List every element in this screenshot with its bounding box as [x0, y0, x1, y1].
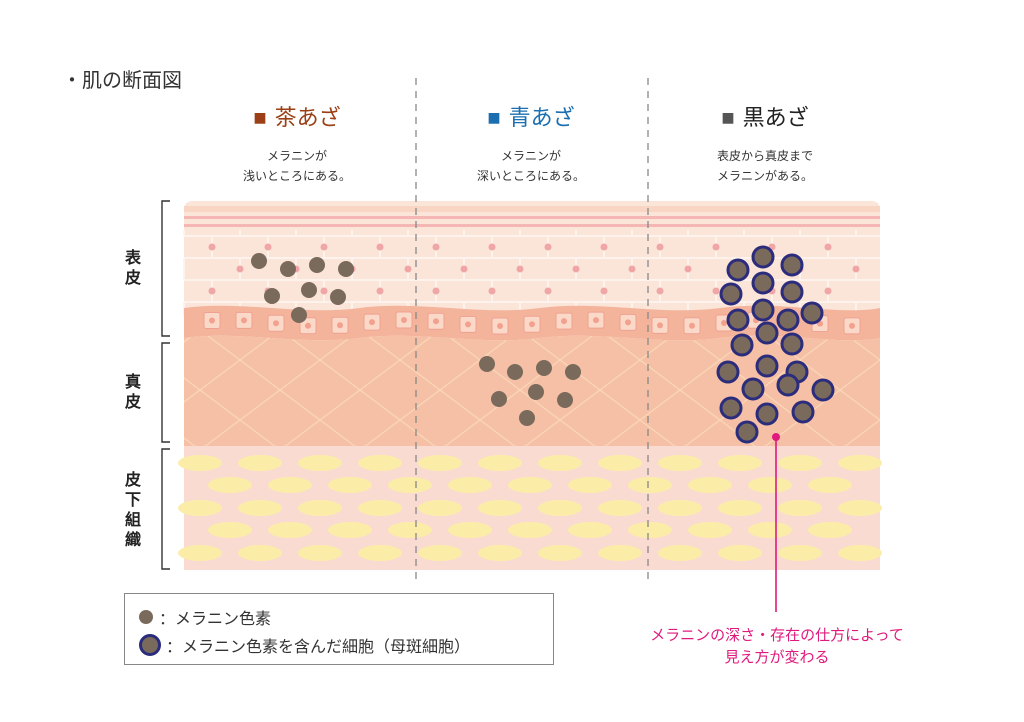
desc-line: 深いところにある。 — [476, 169, 585, 183]
melanin-dot — [557, 392, 573, 408]
melanin-dot — [338, 261, 354, 277]
melanin-dot — [264, 288, 280, 304]
nevus-cell — [726, 308, 750, 332]
legend: ：メラニン色素 ：メラニン色素を含んだ細胞（母斑細胞） — [124, 593, 554, 665]
label-char: 表 — [124, 248, 141, 267]
nevus-cell — [780, 253, 804, 277]
nevus-cell — [726, 258, 750, 282]
blue-square-icon: ■ — [487, 110, 501, 126]
desc-line: 浅いところにある。 — [242, 169, 351, 183]
desc-line: メラニンがある。 — [716, 169, 813, 183]
melanin-dot — [536, 360, 552, 376]
melanin-dot — [528, 384, 544, 400]
melanin-dot — [565, 364, 581, 380]
layer-label-subcutis: 皮 下 組 織 — [118, 470, 148, 550]
nevus-cell — [776, 373, 800, 397]
nevus-cell — [741, 377, 765, 401]
brown-square-icon: ■ — [253, 110, 267, 126]
label-char: 皮 — [124, 268, 141, 287]
layer-label-dermis: 真 皮 — [118, 372, 148, 412]
black-square-icon: ■ — [721, 110, 735, 126]
layer-brackets — [161, 200, 170, 570]
melanin-dot — [280, 261, 296, 277]
epidermis-layer — [183, 201, 880, 330]
nevus-cell — [755, 321, 779, 345]
subcutis-layer — [178, 446, 882, 570]
melanin-dot — [330, 289, 346, 305]
melanin-cluster-brown — [251, 253, 354, 323]
nevus-cell — [719, 396, 743, 420]
melanin-cluster-blue — [479, 356, 581, 426]
melanin-dot — [291, 307, 307, 323]
nevus-cell-cluster-black — [716, 245, 835, 444]
column-head-blue: ■ 青あざ — [416, 100, 646, 132]
melanin-dot — [507, 364, 523, 380]
column-head-black: ■ 黒あざ — [650, 100, 880, 132]
nevus-cell — [730, 333, 754, 357]
nevus-cell-icon — [139, 634, 161, 656]
column-title-brown: 茶あざ — [274, 106, 341, 131]
layer-label-epidermis: 表 皮 — [118, 248, 148, 288]
annotation-text: メラニンの深さ・存在の仕方によって 見え方が変わる — [600, 624, 954, 668]
page-title: ・肌の断面図 — [62, 68, 182, 92]
nevus-cell — [791, 400, 815, 424]
column-title-black: 黒あざ — [742, 106, 809, 131]
label-char: 組 — [124, 510, 141, 529]
legend-label-cell: ：メラニン色素を含んだ細胞（母斑細胞） — [166, 637, 471, 656]
nevus-cell — [751, 298, 775, 322]
column-head-brown: ■ 茶あざ — [182, 100, 412, 132]
column-title-blue: 青あざ — [508, 106, 575, 131]
melanin-dot — [491, 391, 507, 407]
melanin-dot — [309, 257, 325, 273]
nevus-cell — [719, 282, 743, 306]
label-char: 皮 — [124, 470, 141, 489]
desc-line: メラニンが — [266, 149, 327, 163]
desc-line: 表皮から真皮まで — [716, 149, 813, 163]
melanin-dot — [519, 410, 535, 426]
nevus-cell — [716, 360, 740, 384]
nevus-cell — [811, 378, 835, 402]
column-desc-blue: メラニンが 深いところにある。 — [416, 146, 646, 186]
label-char: 織 — [124, 530, 141, 549]
nevus-cell — [735, 420, 759, 444]
legend-label-melanin: ：メラニン色素 — [159, 609, 272, 628]
nevus-cell — [751, 245, 775, 269]
label-char: 皮 — [124, 392, 141, 411]
label-char: 下 — [124, 490, 141, 509]
nevus-cell — [776, 308, 800, 332]
melanin-dot — [251, 253, 267, 269]
nevus-cell — [780, 280, 804, 304]
legend-item-cell: ：メラニン色素を含んだ細胞（母斑細胞） — [139, 633, 470, 657]
column-desc-brown: メラニンが 浅いところにある。 — [182, 146, 412, 186]
annotation-line: メラニンの深さ・存在の仕方によって — [650, 626, 904, 644]
melanin-dot — [301, 282, 317, 298]
annotation-pointer — [772, 433, 780, 612]
nevus-cell — [800, 301, 824, 325]
melanin-dot — [479, 356, 495, 372]
nevus-cell — [780, 332, 804, 356]
nevus-cell — [755, 354, 779, 378]
melanin-dot-icon — [139, 610, 153, 624]
column-desc-black: 表皮から真皮まで メラニンがある。 — [650, 146, 880, 186]
nevus-cell — [751, 271, 775, 295]
label-char: 真 — [124, 372, 141, 391]
desc-line: メラニンが — [500, 149, 561, 163]
legend-item-melanin: ：メラニン色素 — [139, 605, 271, 629]
annotation-line: 見え方が変わる — [724, 648, 830, 666]
nevus-cell — [755, 402, 779, 426]
